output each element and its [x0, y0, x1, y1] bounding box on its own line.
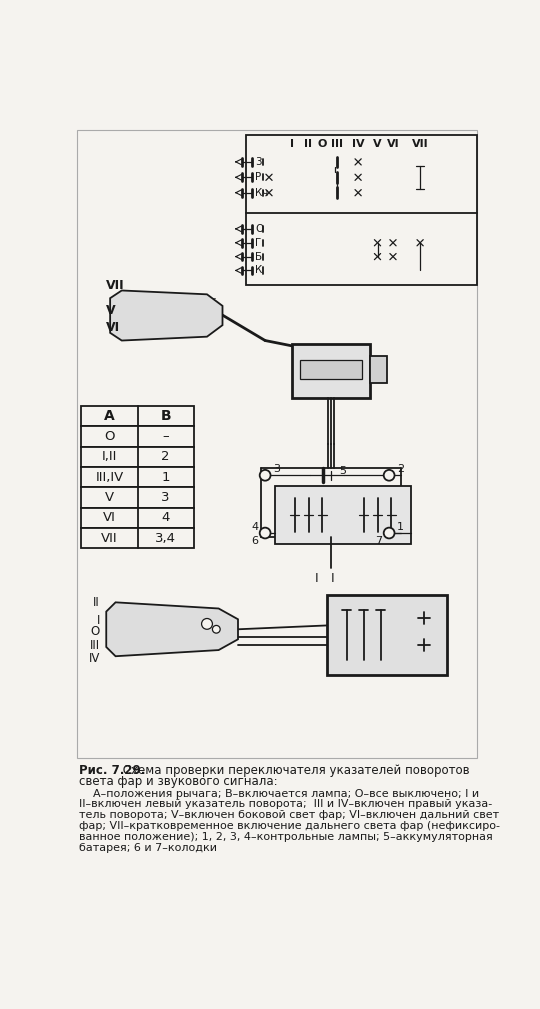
Text: III: III — [331, 139, 343, 148]
Text: II: II — [93, 596, 100, 609]
Text: I,II: I,II — [102, 450, 117, 463]
Text: света фар и звукового сигнала:: света фар и звукового сигнала: — [79, 775, 278, 788]
Text: VII: VII — [412, 139, 428, 148]
Text: A: A — [104, 410, 115, 423]
Text: VII: VII — [106, 278, 125, 292]
Text: тель поворота; V–включен боковой свет фар; VI–включен дальний свет: тель поворота; V–включен боковой свет фа… — [79, 810, 500, 820]
Circle shape — [384, 528, 395, 539]
Text: А–положения рычага; В–включается лампа; О–все выключено; I и: А–положения рычага; В–включается лампа; … — [79, 789, 480, 799]
Bar — [82, 528, 194, 549]
Text: 3: 3 — [161, 491, 170, 504]
Bar — [77, 130, 477, 758]
Bar — [246, 135, 477, 286]
Text: VII: VII — [101, 532, 118, 545]
Bar — [82, 447, 194, 467]
Text: Р: Р — [255, 173, 261, 183]
Text: 1: 1 — [161, 471, 170, 483]
Text: К: К — [255, 265, 262, 275]
Polygon shape — [106, 602, 238, 656]
Circle shape — [260, 528, 271, 539]
Text: VI: VI — [387, 139, 399, 148]
Text: Кч: Кч — [255, 188, 268, 198]
Bar — [292, 344, 370, 399]
Text: 7: 7 — [375, 536, 382, 546]
Text: Г: Г — [255, 238, 261, 248]
Text: III: III — [90, 640, 100, 652]
Text: V: V — [106, 305, 116, 318]
Text: батарея; 6 и 7–колодки: батарея; 6 и 7–колодки — [79, 843, 217, 853]
Text: 3: 3 — [273, 464, 280, 474]
Text: 3,4: 3,4 — [155, 532, 176, 545]
Bar — [300, 360, 362, 379]
Bar — [275, 486, 411, 544]
Circle shape — [339, 511, 347, 519]
Circle shape — [260, 470, 271, 480]
Text: I: I — [291, 139, 294, 148]
Bar — [82, 508, 194, 528]
Bar — [82, 406, 194, 427]
Bar — [327, 594, 447, 675]
Text: V: V — [373, 139, 382, 148]
Text: 4: 4 — [251, 522, 258, 532]
Text: Рис. 7.29.: Рис. 7.29. — [79, 764, 145, 777]
Text: О: О — [255, 224, 264, 234]
Text: 4: 4 — [161, 512, 170, 525]
Text: II: II — [303, 139, 312, 148]
Text: IV: IV — [89, 653, 100, 665]
Polygon shape — [110, 291, 222, 340]
Text: Схема проверки переключателя указателей поворотов: Схема проверки переключателя указателей … — [119, 764, 470, 777]
Text: 6: 6 — [251, 536, 258, 546]
Text: O: O — [91, 626, 100, 639]
Circle shape — [417, 267, 423, 273]
Text: ванное положение); 1, 2, 3, 4–контрольные лампы; 5–аккумуляторная: ванное положение); 1, 2, 3, 4–контрольны… — [79, 831, 493, 842]
Text: фар; VII–кратковременное включение дальнего света фар (нефиксиро-: фар; VII–кратковременное включение дальн… — [79, 821, 500, 831]
Text: VI: VI — [106, 321, 120, 334]
Text: 2: 2 — [161, 450, 170, 463]
Text: II–включен левый указатель поворота;  III и IV–включен правый указа-: II–включен левый указатель поворота; III… — [79, 799, 492, 809]
Text: 2: 2 — [397, 464, 404, 474]
Bar — [82, 427, 194, 447]
Bar — [82, 467, 194, 487]
Text: B: B — [160, 410, 171, 423]
Bar — [370, 356, 387, 382]
Text: III,IV: III,IV — [96, 471, 124, 483]
Bar — [82, 487, 194, 508]
Text: Б: Б — [255, 251, 262, 261]
Text: I: I — [315, 571, 319, 584]
Text: IV: IV — [352, 139, 365, 148]
Text: I: I — [330, 571, 334, 584]
Text: V: V — [105, 491, 114, 504]
Circle shape — [201, 619, 212, 630]
Text: 5: 5 — [339, 466, 346, 476]
Text: I: I — [97, 613, 100, 627]
Text: O: O — [317, 139, 326, 148]
Circle shape — [384, 470, 395, 480]
Text: –: – — [163, 430, 169, 443]
Text: 1: 1 — [397, 522, 404, 532]
Text: 3: 3 — [255, 156, 262, 166]
Text: VI: VI — [103, 512, 116, 525]
Text: O: O — [104, 430, 115, 443]
Circle shape — [212, 626, 220, 633]
